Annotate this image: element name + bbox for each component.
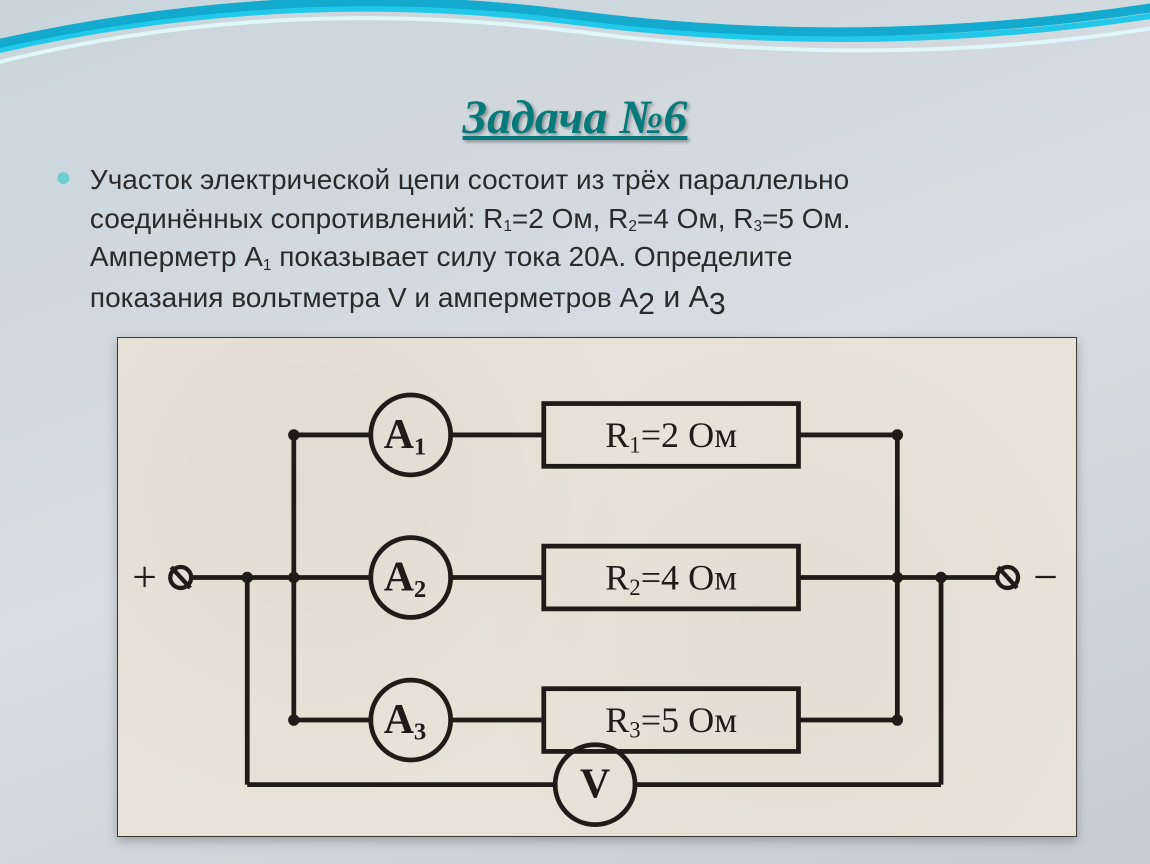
- svg-text:A3: A3: [384, 697, 427, 745]
- circuit-diagram: + − A1 R1=2 Ом A2 R2=4 Ом A3 R3=5 Ом V: [117, 337, 1077, 837]
- svg-text:+: +: [132, 553, 157, 601]
- svg-text:A2: A2: [384, 554, 427, 602]
- svg-text:−: −: [1033, 553, 1058, 601]
- svg-text:A1: A1: [384, 412, 427, 460]
- problem-statement: ● Участок электрической цепи состоит из …: [55, 161, 1095, 319]
- svg-text:R3=5 Ом: R3=5 Ом: [605, 700, 737, 742]
- svg-text:R2=4 Ом: R2=4 Ом: [605, 557, 737, 599]
- circuit-svg: + − A1 R1=2 Ом A2 R2=4 Ом A3 R3=5 Ом V: [118, 338, 1076, 836]
- svg-text:R1=2 Ом: R1=2 Ом: [605, 415, 737, 457]
- bullet-icon: ●: [55, 161, 72, 195]
- problem-text: Участок электрической цепи состоит из тр…: [90, 161, 851, 319]
- svg-text:V: V: [580, 761, 610, 807]
- page-title: Задача №6: [55, 90, 1095, 145]
